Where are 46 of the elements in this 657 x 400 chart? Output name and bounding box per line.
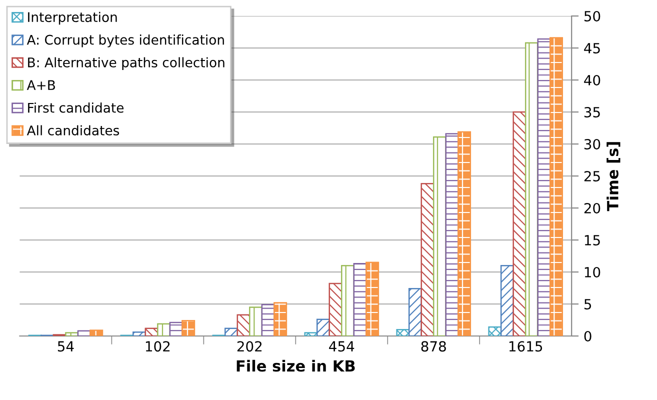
bar (304, 332, 318, 336)
bar (274, 302, 288, 336)
x-tick-label: 878 (421, 341, 446, 352)
bar (458, 131, 472, 336)
bar (550, 37, 564, 336)
y-tick-label: 20 (584, 202, 600, 214)
bar (488, 326, 502, 336)
bar (537, 38, 551, 336)
bar (224, 328, 238, 336)
bar (420, 183, 434, 336)
bar (249, 306, 263, 336)
legend-label: A+B (26, 80, 55, 90)
y-tick-label: 10 (584, 266, 600, 278)
y-tick-label: 15 (584, 235, 600, 246)
bar (132, 332, 146, 336)
x-tick-label: 102 (146, 341, 170, 352)
y-tick-label: 40 (584, 74, 600, 86)
legend-label: Interpretation (28, 12, 117, 25)
y-tick-label: 50 (584, 10, 600, 22)
y-tick-label: 30 (584, 138, 600, 150)
bar (182, 320, 196, 336)
legend-label: All candidates (26, 125, 120, 136)
legend-label: B: Alternative paths collection (28, 57, 224, 70)
bar (432, 136, 447, 336)
bar (316, 318, 330, 336)
bar (366, 262, 380, 336)
x-tick-label: 54 (58, 341, 74, 352)
x-tick-label: 454 (329, 341, 354, 352)
bar (65, 332, 79, 336)
y-tick-label: 25 (584, 170, 600, 182)
bar (341, 264, 355, 336)
x-axis-title: File size in KB (236, 360, 355, 372)
legend-label: First candidate (28, 102, 124, 113)
x-tick-label: 1615 (509, 341, 542, 352)
bar (512, 111, 526, 336)
y-axis-title: Time [s] (606, 142, 620, 212)
legend-label: A: Corrupt bytes identification (26, 34, 224, 48)
x-tick-label: 202 (237, 341, 262, 352)
bar (144, 328, 158, 336)
bar (396, 328, 410, 336)
y-tick-label: 35 (584, 106, 600, 118)
y-tick-label: 45 (584, 43, 600, 54)
bar (90, 330, 104, 336)
y-tick-label: 0 (584, 330, 592, 342)
y-tick-label: 5 (584, 299, 592, 310)
bar (157, 323, 171, 336)
